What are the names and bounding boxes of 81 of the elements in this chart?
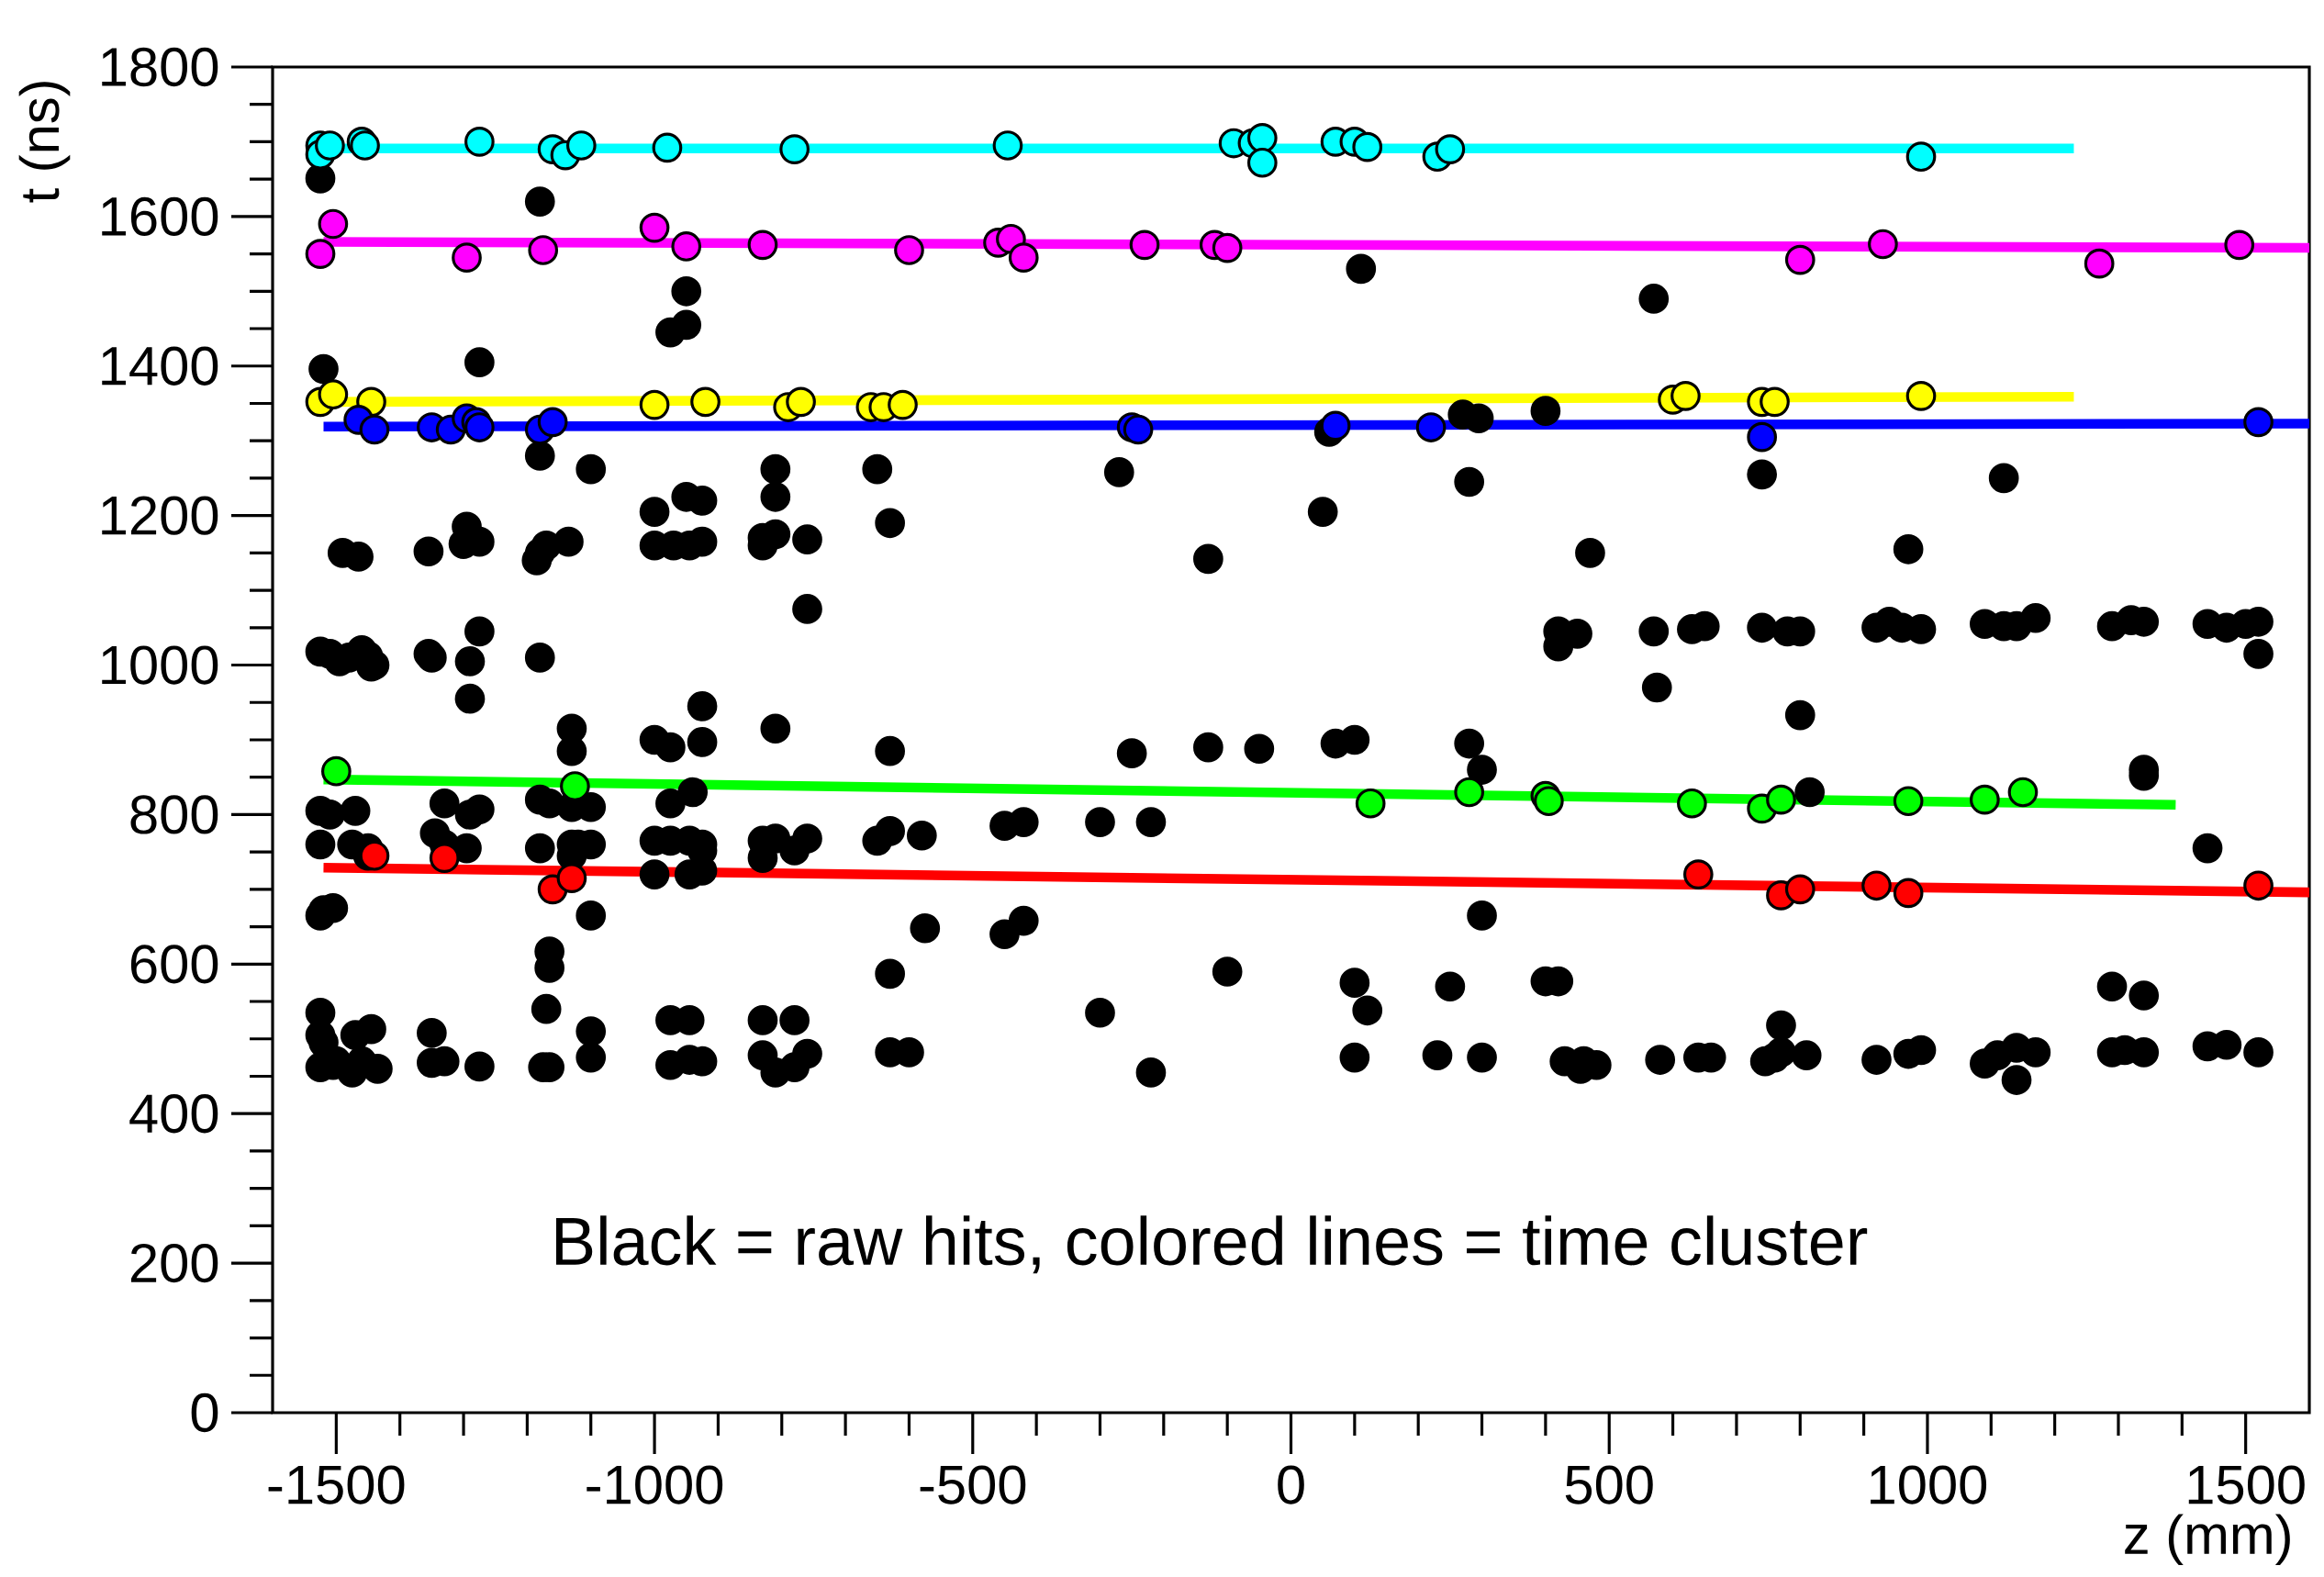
point [1123,414,1154,445]
point [1747,421,1777,453]
point [350,130,380,161]
point [1454,777,1485,808]
point [1352,131,1383,162]
point [2007,777,2039,808]
point [452,242,482,273]
point [1212,232,1243,263]
point [359,414,390,445]
point [1670,381,1701,411]
point [1893,878,1924,909]
point [779,134,810,164]
point [315,130,345,161]
point [560,771,590,801]
x-axis-title: z (mm) [2125,1514,2290,1566]
point [1129,229,1160,261]
point [1677,788,1707,819]
point [1415,412,1447,442]
point [1682,859,1714,889]
point [1784,874,1816,905]
point [888,389,918,420]
point [1861,870,1892,901]
point [1008,242,1039,273]
point [671,231,702,262]
point [1534,786,1564,817]
point [690,386,721,418]
point [318,379,349,410]
y-tick-label: 1400 [102,346,218,386]
point [2243,870,2274,901]
point [528,235,559,265]
point [321,755,352,787]
point [747,229,778,261]
x-tick-label: 1500 [2188,1465,2305,1504]
y-tick-label: 1200 [102,496,218,535]
annotation: Black = raw hits, colored lines = time cluster [555,1215,1868,1274]
y-tick-label: 800 [130,795,218,834]
point [429,843,460,873]
y-tick-label: 200 [130,1243,218,1283]
point [639,212,670,243]
point [2243,407,2274,438]
point [2084,248,2115,279]
y-tick-label: 1800 [102,47,218,87]
y-tick-label: 400 [129,1094,218,1134]
point [1970,784,2000,815]
x-tick-label: -1000 [587,1465,723,1504]
point [1435,134,1466,164]
point [1760,386,1790,418]
point [894,235,924,265]
point [1784,244,1816,275]
x-tick-label: -1500 [268,1465,405,1504]
point [318,208,349,240]
point [464,412,495,442]
point [1766,784,1796,815]
x-tick-label: 500 [1565,1465,1653,1504]
point [639,389,670,420]
point [1246,123,1278,153]
y-tick-label: 1600 [102,196,218,237]
point [2224,229,2255,261]
point [1893,786,1924,817]
point [359,840,390,871]
point [1320,410,1351,442]
point [1905,141,1937,173]
point [556,863,587,893]
x-tick-label: 0 [1278,1465,1304,1504]
point [1905,381,1937,411]
point [1246,147,1278,178]
y-tick-label: 1000 [102,645,218,685]
y-axis-title: t (ns) [18,82,71,203]
y-tick-label: 0 [191,1392,218,1433]
point [1868,229,1898,260]
point [1355,788,1386,819]
point [464,127,495,157]
x-tick-label: 1000 [1871,1465,1987,1504]
point [305,239,336,269]
y-tick-label: 600 [130,945,218,984]
point [537,407,568,438]
point [652,132,683,163]
point [786,386,816,418]
point [992,130,1023,161]
x-tick-label: -500 [920,1465,1026,1504]
point [565,130,597,161]
